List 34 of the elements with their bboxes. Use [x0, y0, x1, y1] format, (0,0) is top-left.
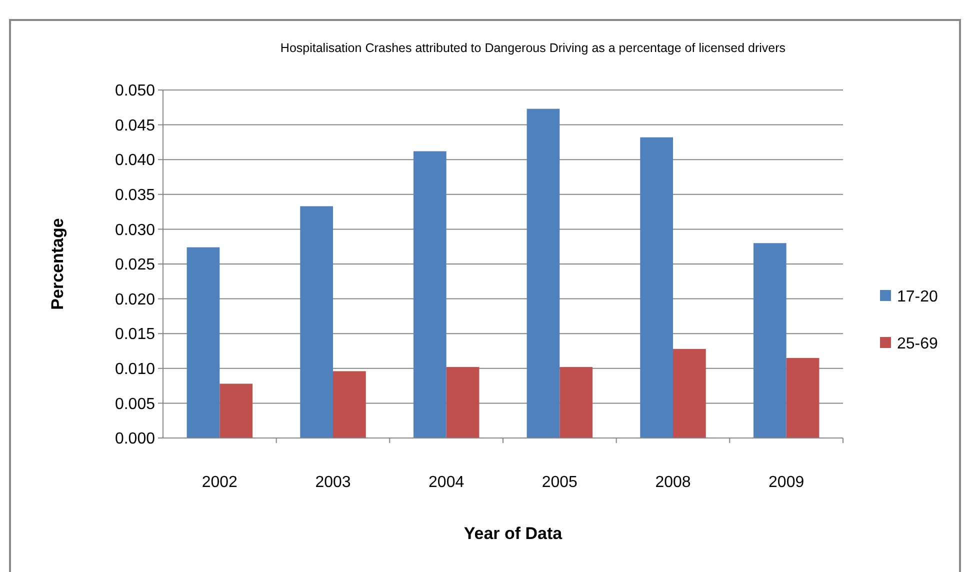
bar [640, 137, 673, 438]
chart-title: Hospitalisation Crashes attributed to Dangerous Driving as a percentage of licensed drivers [280, 41, 786, 55]
bar [526, 108, 560, 438]
bar [413, 151, 446, 438]
bar [220, 384, 253, 438]
bar [673, 348, 706, 438]
y-tick-label: 0.035 [114, 187, 156, 204]
y-tick-label: 0.025 [114, 256, 156, 274]
y-tick-label: 0.045 [114, 117, 156, 134]
y-tick-label: 0.015 [114, 326, 156, 344]
x-tick-label: 2008 [655, 474, 691, 491]
y-axis-title: Percentage [48, 218, 67, 310]
y-tick-label: 0.000 [114, 430, 156, 448]
legend-label: 25-69 [897, 336, 938, 353]
x-tick-label: 2003 [315, 474, 351, 491]
bar [300, 206, 333, 438]
x-tick-label: 2002 [202, 474, 238, 491]
bar [186, 247, 220, 438]
bar [753, 243, 786, 438]
y-tick-label: 0.050 [114, 82, 156, 100]
bar [446, 367, 480, 438]
x-tick-label: 2005 [542, 474, 578, 491]
legend-label: 17-20 [897, 288, 938, 306]
y-tick-label: 0.020 [114, 291, 156, 308]
y-tick-label: 0.030 [114, 222, 156, 239]
y-tick-label: 0.040 [114, 152, 156, 170]
x-tick-label: 2004 [428, 474, 464, 491]
y-tick-label: 0.010 [114, 361, 156, 378]
bar [560, 367, 593, 438]
x-axis-title: Year of Data [464, 524, 563, 543]
y-tick-label: 0.005 [114, 396, 156, 413]
x-tick-label: 2009 [768, 474, 804, 491]
bar [333, 371, 366, 438]
bar [786, 358, 820, 438]
